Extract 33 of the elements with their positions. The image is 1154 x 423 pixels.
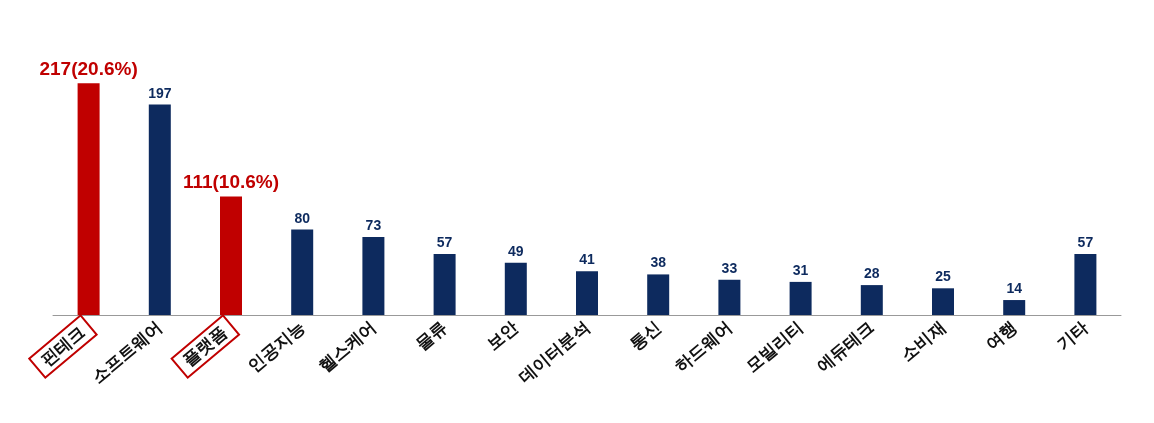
data-label: 57 xyxy=(1077,234,1094,251)
bar xyxy=(647,274,670,315)
x-tick-label: 보안 xyxy=(483,317,522,355)
data-label: 14 xyxy=(1006,280,1023,297)
data-label: 57 xyxy=(436,234,453,251)
bar xyxy=(860,285,883,315)
bar xyxy=(789,281,812,315)
data-label: 49 xyxy=(508,242,524,259)
bar xyxy=(718,279,741,315)
x-tick-label: 통신 xyxy=(626,317,665,355)
bar xyxy=(932,288,954,315)
data-label: 38 xyxy=(650,254,667,271)
x-tick-label: 기타 xyxy=(1053,317,1092,355)
bar xyxy=(362,237,385,315)
data-label: 73 xyxy=(365,217,382,234)
bar xyxy=(148,104,171,315)
data-label: 217(20.6%) xyxy=(39,58,138,80)
bar xyxy=(433,254,456,315)
x-tick-label: 여행 xyxy=(982,317,1021,355)
data-label: 28 xyxy=(864,265,880,282)
data-label: 111(10.6%) xyxy=(182,171,280,193)
data-label: 33 xyxy=(721,259,738,276)
data-label: 80 xyxy=(294,209,311,226)
data-label: 25 xyxy=(935,268,951,285)
data-label: 31 xyxy=(792,261,809,278)
data-label: 197 xyxy=(148,84,172,101)
bar xyxy=(1003,300,1026,315)
bar xyxy=(1074,254,1097,315)
data-label: 41 xyxy=(579,251,595,268)
bar xyxy=(291,229,314,315)
x-tick-label: 물류 xyxy=(412,317,451,355)
bar xyxy=(576,271,598,315)
bar xyxy=(504,262,527,315)
